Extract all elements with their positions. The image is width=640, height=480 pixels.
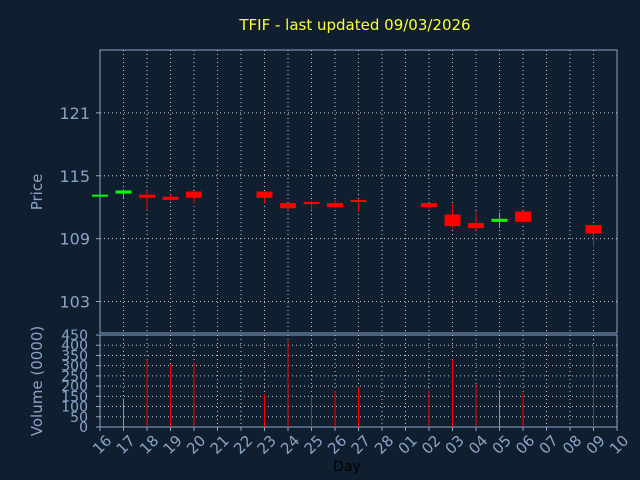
candle-body xyxy=(327,203,343,208)
price-panel: 103 109 115 121 xyxy=(59,49,618,334)
x-tick-label: 01 xyxy=(395,432,421,458)
x-tick-label: 22 xyxy=(230,432,256,458)
candle-body xyxy=(186,191,202,198)
volume-tick-label: 50 xyxy=(70,410,88,426)
chart-title: TFIF - last updated 09/03/2026 xyxy=(238,16,470,34)
volume-tick-label: 250 xyxy=(61,369,88,385)
x-tick-label: 20 xyxy=(183,432,209,458)
candle-body xyxy=(350,199,367,202)
x-tick-label: 28 xyxy=(371,432,397,458)
price-tick-label: 115 xyxy=(59,167,90,186)
candle-body xyxy=(139,194,155,198)
x-tick-label: 19 xyxy=(160,432,186,458)
candle-body xyxy=(115,190,132,194)
x-tick-label: 10 xyxy=(606,432,632,458)
volume-tick-label: 450 xyxy=(61,328,88,344)
candle-body xyxy=(585,225,602,234)
volume-tick-label: 150 xyxy=(61,389,88,405)
x-tick-label: 02 xyxy=(418,432,444,458)
x-tick-label: 25 xyxy=(301,432,327,458)
candle-body xyxy=(444,214,461,227)
volume-tick-label: 400 xyxy=(61,338,88,354)
candle-body xyxy=(162,196,179,200)
price-axis-label: Price xyxy=(28,174,46,211)
x-tick-label: 05 xyxy=(489,432,515,458)
candle-body xyxy=(491,218,508,222)
x-tick-label: 07 xyxy=(536,432,562,458)
candle-body xyxy=(515,211,531,222)
x-axis-label: Day xyxy=(333,459,361,475)
x-tick-label: 23 xyxy=(254,432,280,458)
volume-axis-label: Volume (0000) xyxy=(28,326,46,436)
volume-panel: 0501001502002503003504004501617181920212… xyxy=(61,328,632,458)
x-tick-label: 08 xyxy=(559,432,585,458)
x-tick-label: 09 xyxy=(583,432,609,458)
x-tick-label: 16 xyxy=(89,432,115,458)
volume-tick-label: 350 xyxy=(61,348,88,364)
x-tick-label: 26 xyxy=(324,432,350,458)
x-tick-label: 21 xyxy=(207,432,233,458)
x-tick-label: 24 xyxy=(277,432,303,458)
volume-tick-label: 300 xyxy=(61,359,88,375)
x-tick-label: 03 xyxy=(442,432,468,458)
candle-body xyxy=(468,222,484,229)
x-tick-label: 04 xyxy=(465,432,491,458)
price-tick-label: 121 xyxy=(59,104,90,123)
x-tick-label: 06 xyxy=(512,432,538,458)
x-tick-label: 18 xyxy=(136,432,162,458)
x-tick-label: 17 xyxy=(113,432,139,458)
volume-tick-label: 0 xyxy=(79,420,88,436)
candle-body xyxy=(256,191,273,198)
candle-body xyxy=(303,201,320,205)
candle-body xyxy=(421,203,437,208)
volume-tick-label: 100 xyxy=(61,400,88,416)
price-tick-label: 103 xyxy=(59,293,90,312)
candle-body xyxy=(280,203,296,209)
x-tick-label: 27 xyxy=(348,432,374,458)
volume-tick-label: 200 xyxy=(61,379,88,395)
price-tick-label: 109 xyxy=(59,230,90,249)
candle-body xyxy=(92,194,108,197)
